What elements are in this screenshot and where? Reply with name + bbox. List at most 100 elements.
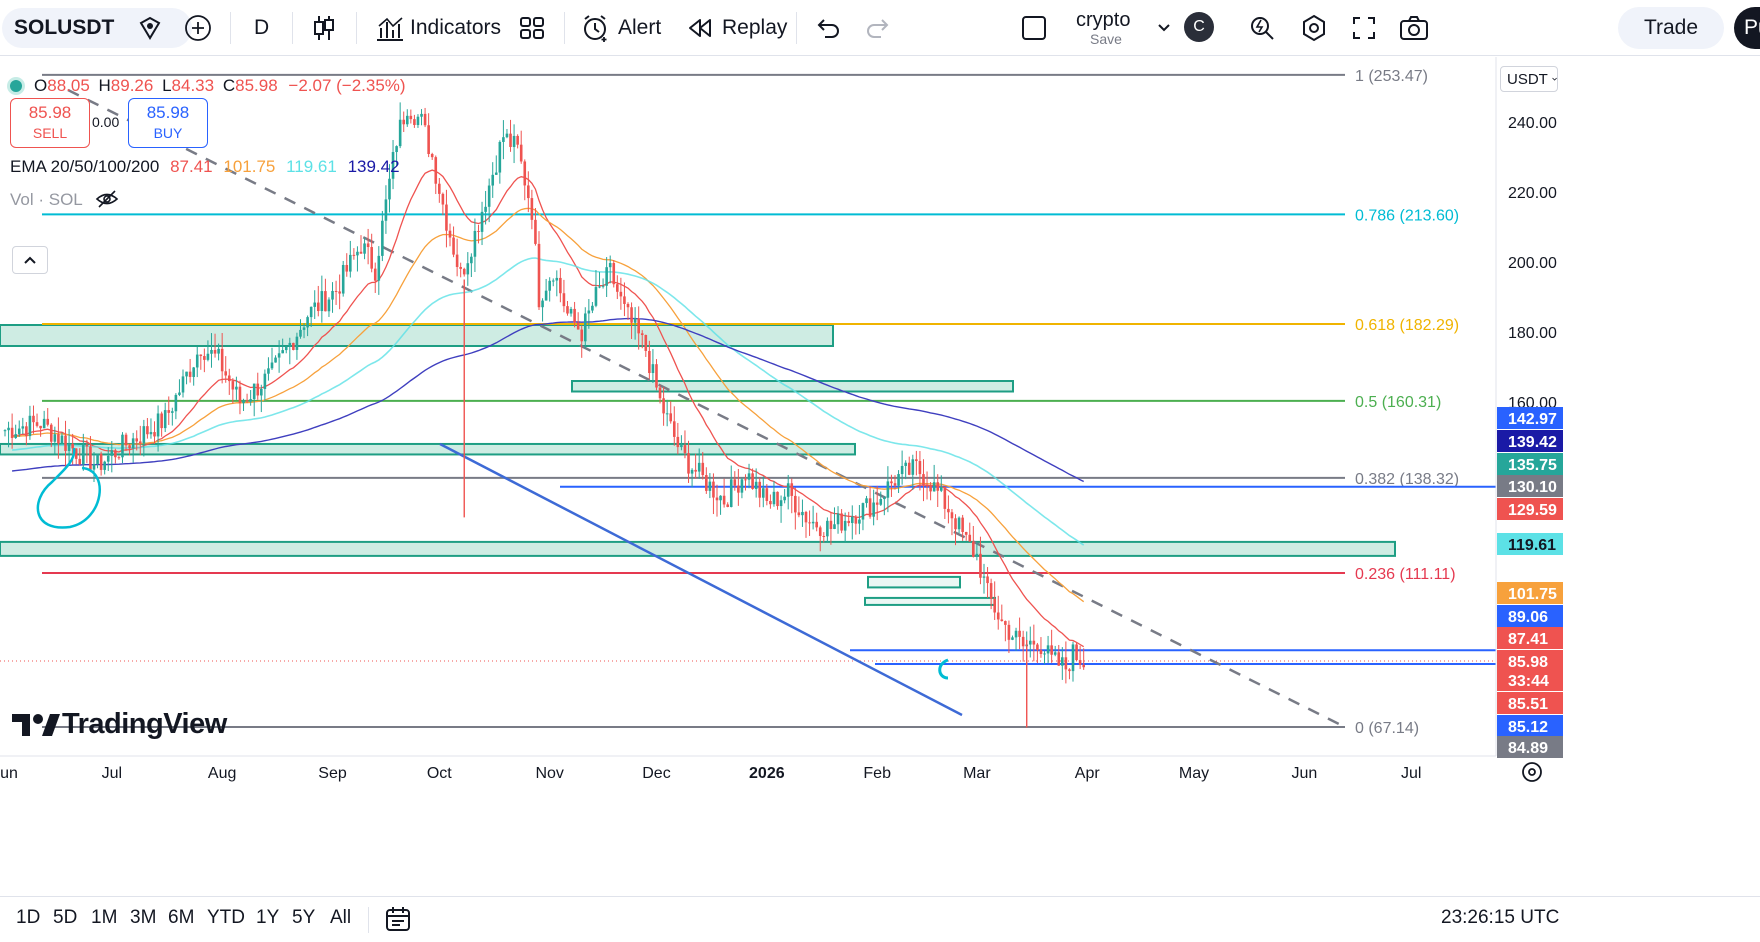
add-symbol-icon[interactable] [178, 8, 218, 48]
candle-body [890, 481, 893, 484]
indicators-label[interactable]: Indicators [410, 16, 502, 39]
calendar-goto-icon[interactable] [384, 905, 412, 938]
candle-body [765, 488, 769, 501]
candle-body [1068, 669, 1071, 672]
candle-body [405, 115, 409, 125]
sell-button[interactable]: 85.98 SELL [10, 98, 90, 148]
trade-button[interactable]: Trade [1618, 7, 1724, 49]
price-badge-label: 89.06 [1508, 609, 1548, 626]
buy-button[interactable]: 85.98 BUY [128, 98, 208, 148]
sr-zone [0, 540, 1396, 557]
layouts-icon[interactable] [512, 8, 552, 48]
time-tick-label: Aug [208, 765, 236, 782]
ema-legend[interactable]: EMA 20/50/100/200 87.41 101.75 119.61 13… [10, 157, 400, 177]
replay-icon[interactable] [680, 8, 720, 48]
candle-body [388, 178, 391, 200]
candle-body [242, 400, 245, 404]
layout-save-label[interactable]: Save [1090, 31, 1122, 47]
candle-body [939, 486, 943, 491]
time-tick-label: 2026 [749, 765, 785, 782]
candle-body [203, 356, 206, 360]
range-button-1d[interactable]: 1D [16, 907, 41, 928]
alert-icon[interactable] [576, 8, 616, 48]
range-button-5y[interactable]: 5Y [292, 907, 316, 928]
candle-body [847, 520, 851, 524]
range-button-6m[interactable]: 6M [168, 907, 195, 928]
candle-body [576, 322, 580, 330]
candle-body [281, 350, 284, 354]
candle-body [719, 495, 722, 501]
replay-label[interactable]: Replay [722, 16, 788, 39]
candle-body [815, 521, 818, 528]
candle-body [1036, 644, 1039, 651]
candle-body [199, 354, 203, 357]
candles-icon[interactable] [304, 8, 344, 48]
candle-body [915, 459, 918, 462]
candle-body [1075, 644, 1078, 661]
symbol-search[interactable] [2, 8, 192, 48]
candle-body [697, 462, 701, 472]
candle-body [776, 491, 779, 507]
candle-body [1032, 640, 1036, 645]
candle-body [683, 445, 687, 454]
range-button-1y[interactable]: 1Y [256, 907, 280, 928]
candle-body [509, 133, 512, 147]
currency-selector[interactable]: USDT [1500, 66, 1558, 92]
candle-body [512, 135, 516, 147]
publish-button[interactable]: Pu [1734, 7, 1760, 49]
candle-body [210, 349, 213, 354]
price-badge-label: 84.89 [1508, 740, 1548, 757]
price-chart[interactable]: 1 (253.47) 0.786 (213.60) 0.618 (182.29) 0.… [0, 57, 1760, 896]
symbol-name[interactable]: SOLUSDT [14, 16, 115, 39]
fib-level-label: 0.236 (111.11) [1355, 566, 1456, 583]
candle-body [85, 444, 89, 447]
candle-body [473, 230, 477, 257]
price-badge-label: 129.59 [1508, 502, 1557, 519]
redo-icon[interactable] [858, 8, 898, 48]
candle-body [252, 383, 256, 400]
candle-body [648, 350, 651, 374]
candle-body [57, 434, 60, 444]
ema20-value: 87.41 [170, 157, 213, 176]
candle-body [384, 199, 388, 221]
candle-body [299, 329, 302, 337]
candle-body [121, 434, 124, 458]
range-button-ytd[interactable]: YTD [207, 907, 245, 928]
candle-body [555, 277, 559, 281]
interval-selector[interactable]: D [254, 16, 270, 39]
candle-body [836, 513, 840, 525]
layout-square-icon[interactable] [1014, 8, 1054, 48]
undo-icon[interactable] [808, 8, 848, 48]
candle-body [156, 413, 160, 437]
settings-gear-icon[interactable] [1294, 8, 1334, 48]
price-badge-label: 119.61 [1508, 537, 1556, 554]
range-button-3m[interactable]: 3M [130, 907, 157, 928]
range-button-1m[interactable]: 1M [91, 907, 118, 928]
candle-body [324, 291, 327, 312]
indicators-icon[interactable] [370, 8, 410, 48]
layout-name[interactable]: crypto [1076, 9, 1131, 31]
candle-body [1039, 650, 1043, 654]
tradingview-logo[interactable]: TradingView [12, 708, 227, 741]
camera-snapshot-icon[interactable] [1394, 8, 1434, 48]
range-button-5d[interactable]: 5D [53, 907, 78, 928]
candle-body [14, 434, 17, 438]
utc-clock[interactable]: 23:26:15 UTC [1441, 907, 1560, 928]
compare-symbol-icon[interactable] [130, 8, 170, 48]
range-button-all[interactable]: All [330, 907, 352, 928]
alert-label[interactable]: Alert [618, 16, 662, 39]
candle-body [566, 306, 569, 314]
collapse-legend-button[interactable] [12, 246, 48, 274]
volume-legend[interactable]: Vol · SOL [10, 189, 119, 214]
chevron-down-icon[interactable] [1144, 8, 1184, 48]
candle-body [35, 422, 39, 426]
eye-hidden-icon[interactable] [95, 189, 119, 214]
ema200-value: 139.42 [347, 157, 400, 176]
candle-body [911, 459, 915, 475]
quick-search-icon[interactable] [1242, 8, 1282, 48]
candle-body [413, 119, 416, 125]
fullscreen-icon[interactable] [1344, 8, 1384, 48]
avatar[interactable]: C [1184, 12, 1214, 42]
axis-settings-icon[interactable] [1520, 760, 1544, 789]
candle-body [295, 336, 299, 350]
